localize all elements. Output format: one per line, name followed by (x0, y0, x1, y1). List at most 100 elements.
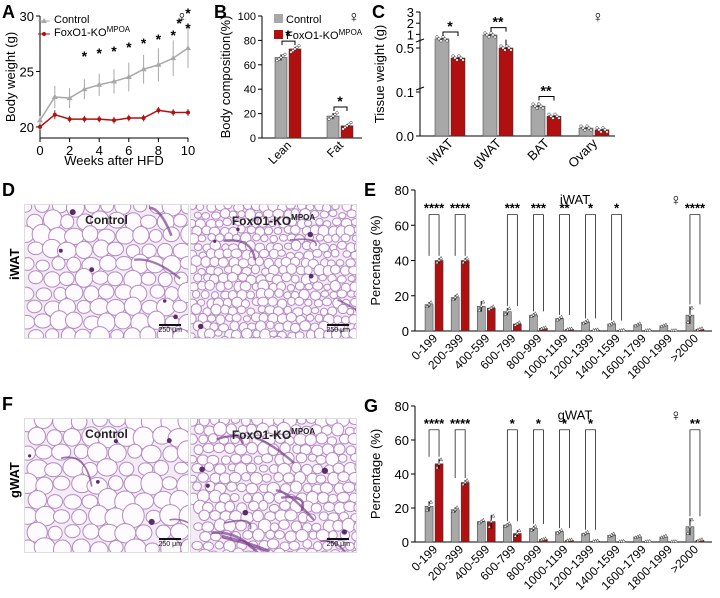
data-point (439, 39, 443, 43)
significance-marker: * (536, 416, 542, 431)
panel-label-g: G (364, 396, 378, 416)
bar (274, 57, 288, 139)
chart-title: gWAT (558, 408, 593, 423)
adipocyte (179, 256, 188, 270)
adipocyte (198, 419, 210, 427)
y-tick-label: 80 (395, 183, 409, 198)
connective-tissue (224, 519, 252, 530)
data-point (481, 517, 486, 522)
adipocyte (140, 214, 158, 229)
adipocyte (204, 462, 215, 472)
significance-marker: * (285, 27, 291, 43)
significance-bracket (454, 429, 466, 478)
adipocyte (118, 461, 135, 477)
adipocyte (354, 274, 356, 282)
data-point (686, 530, 690, 535)
adipocyte (353, 242, 356, 252)
significance-bracket (490, 27, 507, 32)
data-point (491, 513, 496, 518)
adipocyte (261, 473, 272, 483)
iwat-control-image: Control 250 μm (24, 204, 189, 339)
data-point (425, 304, 429, 308)
adipocyte (64, 311, 83, 329)
adipocyte (307, 453, 318, 462)
adipocyte (295, 548, 308, 552)
data-point (485, 33, 489, 37)
data-point (559, 314, 564, 319)
bar (486, 307, 496, 332)
nucleus (242, 509, 249, 516)
adipocyte (201, 521, 215, 533)
adipocyte (242, 315, 252, 323)
data-point (529, 527, 534, 532)
significance-marker: * (156, 31, 162, 47)
adipocyte (278, 233, 289, 242)
legend-label-ko: FoxO1-KOMPOA (54, 25, 131, 39)
adipocyte (290, 208, 300, 219)
adipocyte (312, 541, 323, 552)
adipocyte (193, 444, 204, 456)
adipocyte (304, 298, 313, 307)
scale-bar: 250 μm (327, 538, 350, 548)
data-point (343, 125, 347, 129)
data-point (67, 117, 72, 122)
adipocyte (161, 476, 178, 491)
adipocyte (295, 528, 309, 543)
adipocyte (26, 299, 43, 314)
adipocyte (70, 419, 88, 431)
adipocyte (96, 458, 118, 477)
adipocyte (354, 482, 356, 493)
adipocyte (245, 462, 257, 474)
adipocyte (289, 480, 303, 494)
data-point (429, 499, 433, 504)
adipocyte (302, 482, 313, 494)
data-point (186, 110, 190, 115)
data-point (66, 95, 73, 101)
adipocyte (273, 226, 283, 235)
adipocyte (269, 522, 280, 532)
adipocyte (98, 283, 115, 300)
adipocyte (265, 320, 275, 330)
gwat-control-image: Control 250 μm (24, 418, 189, 553)
scale-bar: 250 μm (159, 538, 182, 548)
adipocyte (220, 336, 229, 338)
data-point (82, 117, 87, 122)
female-symbol: ♀ (670, 192, 682, 209)
legend-swatch-ko (274, 30, 283, 39)
x-tick-label: gWAT (469, 135, 504, 170)
adipocyte (60, 214, 75, 230)
adipocyte (353, 521, 356, 533)
y-tick-label: 80 (395, 399, 409, 414)
data-point (439, 255, 443, 260)
data-point (327, 117, 331, 121)
adipocyte (353, 540, 356, 551)
connective-tissue (134, 258, 181, 280)
panel-label-e: E (364, 180, 376, 200)
significance-marker: **** (685, 201, 706, 216)
adipocyte (106, 241, 124, 257)
adipocyte (172, 328, 188, 338)
data-point (647, 327, 652, 332)
significance-marker: **** (450, 201, 471, 216)
adipocyte (223, 280, 233, 290)
significance-marker: **** (424, 201, 445, 216)
data-point (461, 481, 466, 486)
y-axis-label: Tissue weight (g) (372, 25, 387, 124)
data-point (569, 326, 574, 331)
adipocyte (287, 296, 296, 306)
significance-bracket (506, 214, 518, 307)
adipocyte (320, 290, 330, 298)
data-point (673, 538, 678, 543)
adipocyte (305, 547, 318, 552)
adipocyte (212, 442, 226, 454)
adipocyte (66, 256, 82, 273)
significance-marker: ** (541, 83, 552, 99)
data-point (459, 56, 463, 60)
panel-label-d: D (2, 180, 15, 200)
data-point (483, 31, 487, 35)
adipocyte (132, 225, 150, 245)
adipocyte (290, 520, 303, 533)
y-tick-label: 60 (395, 433, 409, 448)
female-symbol: ♀ (592, 9, 604, 26)
